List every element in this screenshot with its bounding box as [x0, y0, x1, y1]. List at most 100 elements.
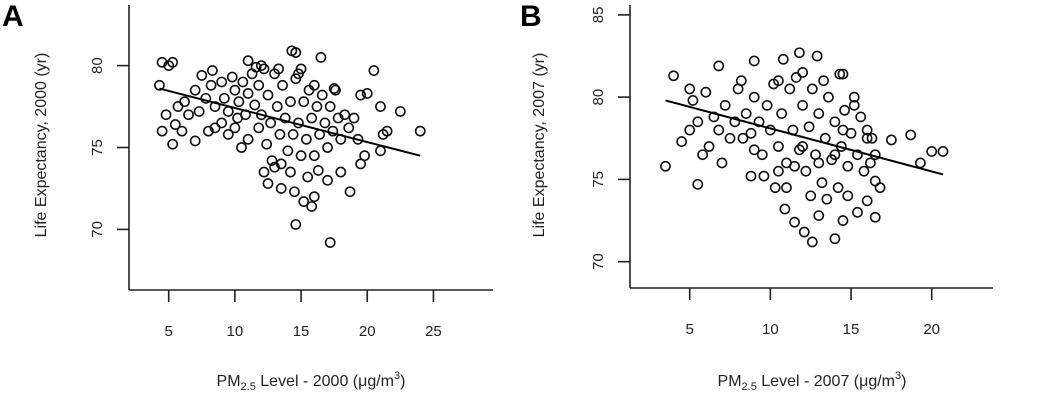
data-point [869, 211, 881, 223]
data-point [183, 109, 194, 121]
data-point [816, 177, 828, 189]
y-axis-title-a: Life Expectancy, 2000 (yr) [33, 53, 50, 238]
data-point [797, 67, 809, 78]
data-point [832, 182, 844, 194]
data-point [355, 89, 367, 101]
data-point [848, 91, 860, 103]
y-tick-label: 80 [89, 57, 106, 74]
data-point [275, 183, 287, 194]
x-tick-label: 10 [762, 321, 779, 338]
data-point [800, 165, 812, 177]
data-point [784, 83, 796, 95]
data-point [794, 144, 805, 156]
data-point [852, 149, 863, 161]
data-point [193, 106, 205, 117]
data-point [236, 142, 247, 153]
data-point [684, 124, 696, 136]
data-point [821, 193, 833, 205]
data-point [269, 161, 280, 173]
axes-a: 5 10 15 20 25 70 75 80 [89, 5, 493, 340]
data-point [285, 166, 296, 178]
data-point [205, 79, 217, 91]
data-point [937, 146, 949, 157]
data-point [837, 215, 849, 226]
data-point [781, 182, 792, 194]
data-point [798, 226, 810, 238]
x-axis-title-b: PM2.5 Level - 2007 (μg/m3) [718, 370, 907, 393]
data-point [189, 84, 201, 96]
data-point [261, 138, 273, 150]
y-tick-label: 85 [590, 7, 607, 24]
y-tick-label: 70 [89, 221, 106, 238]
data-point [275, 158, 287, 170]
data-point [311, 101, 323, 112]
data-point [806, 83, 818, 95]
data-point [813, 108, 825, 119]
data-point [779, 203, 791, 215]
data-point [692, 116, 704, 128]
data-point [829, 233, 841, 245]
x-tick-label: 5 [165, 323, 173, 340]
data-point [745, 170, 757, 182]
y-tick-label: 70 [590, 253, 607, 270]
data-point [375, 145, 386, 157]
data-point [813, 210, 825, 222]
data-point [797, 141, 809, 152]
data-point [794, 47, 805, 59]
data-point [789, 160, 800, 172]
data-point [287, 128, 299, 140]
data-point [777, 53, 789, 65]
x-tick-label: 10 [227, 323, 244, 340]
data-point [216, 117, 228, 129]
data-point [289, 186, 300, 198]
x-tick-label: 15 [293, 323, 310, 340]
data-point [776, 108, 788, 119]
data-point [368, 65, 380, 76]
data-point [343, 122, 355, 134]
data-point [861, 124, 873, 136]
data-point [773, 75, 784, 87]
panel-a: A 5 10 15 20 25 70 75 80 Life Expectancy, 2000 … [2, 0, 493, 393]
data-point [222, 128, 234, 140]
data-point [293, 68, 304, 80]
x-tick-label: 5 [686, 321, 694, 338]
data-point [206, 65, 218, 76]
data-point [848, 99, 860, 111]
data-point [250, 61, 262, 73]
data-point [273, 63, 284, 75]
data-point [167, 138, 179, 150]
data-point [156, 125, 168, 137]
data-point [756, 149, 768, 161]
data-point [837, 68, 849, 80]
data-point [300, 133, 312, 145]
data-point [229, 122, 241, 134]
data-point [306, 201, 318, 212]
data-point [258, 166, 270, 178]
data-point [660, 160, 671, 172]
x-tick-label: 25 [425, 323, 442, 340]
data-point [745, 127, 757, 139]
data-point [740, 108, 752, 119]
data-point [697, 149, 708, 161]
data-point [829, 149, 841, 161]
data-point [237, 76, 249, 88]
data-point [322, 142, 333, 153]
data-point [156, 56, 168, 68]
data-point [861, 132, 873, 144]
scatter-points-a [154, 45, 426, 248]
data-point [797, 99, 809, 111]
data-point [926, 146, 938, 157]
data-point [344, 186, 356, 198]
data-point [394, 106, 406, 117]
data-point [312, 165, 324, 176]
data-point [167, 56, 179, 68]
data-point [277, 79, 288, 91]
data-point [154, 79, 165, 91]
data-point [866, 132, 878, 144]
data-point [330, 84, 341, 96]
data-point [842, 190, 854, 202]
data-point [316, 89, 328, 101]
data-point [837, 124, 849, 136]
data-point [724, 132, 736, 144]
